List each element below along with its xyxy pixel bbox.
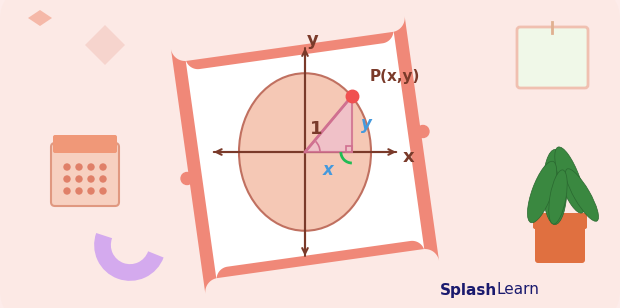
Text: x: x [403, 148, 415, 166]
Circle shape [88, 164, 94, 170]
Polygon shape [185, 29, 425, 281]
Circle shape [88, 176, 94, 182]
Ellipse shape [549, 170, 567, 224]
Ellipse shape [543, 149, 567, 225]
Circle shape [181, 172, 193, 184]
Ellipse shape [239, 73, 371, 231]
Circle shape [417, 125, 429, 137]
Ellipse shape [565, 169, 598, 221]
Text: 1: 1 [310, 120, 322, 138]
FancyBboxPatch shape [53, 135, 117, 153]
Circle shape [100, 176, 106, 182]
Polygon shape [171, 16, 439, 294]
Text: P(x,y): P(x,y) [370, 69, 420, 84]
Circle shape [64, 188, 70, 194]
Text: Splash: Splash [440, 282, 497, 298]
FancyBboxPatch shape [535, 217, 585, 263]
Circle shape [76, 176, 82, 182]
FancyBboxPatch shape [517, 27, 588, 88]
Ellipse shape [528, 161, 557, 223]
Polygon shape [85, 25, 125, 65]
Text: y: y [361, 115, 372, 133]
Polygon shape [28, 10, 52, 26]
Text: Learn: Learn [497, 282, 540, 298]
FancyBboxPatch shape [51, 143, 119, 206]
Circle shape [64, 164, 70, 170]
Circle shape [76, 188, 82, 194]
Circle shape [64, 176, 70, 182]
Text: y: y [307, 31, 319, 49]
Circle shape [100, 164, 106, 170]
Circle shape [100, 188, 106, 194]
Polygon shape [305, 96, 352, 152]
Ellipse shape [555, 147, 585, 213]
Circle shape [76, 164, 82, 170]
FancyBboxPatch shape [533, 213, 587, 229]
Circle shape [88, 188, 94, 194]
Text: x: x [323, 161, 334, 179]
